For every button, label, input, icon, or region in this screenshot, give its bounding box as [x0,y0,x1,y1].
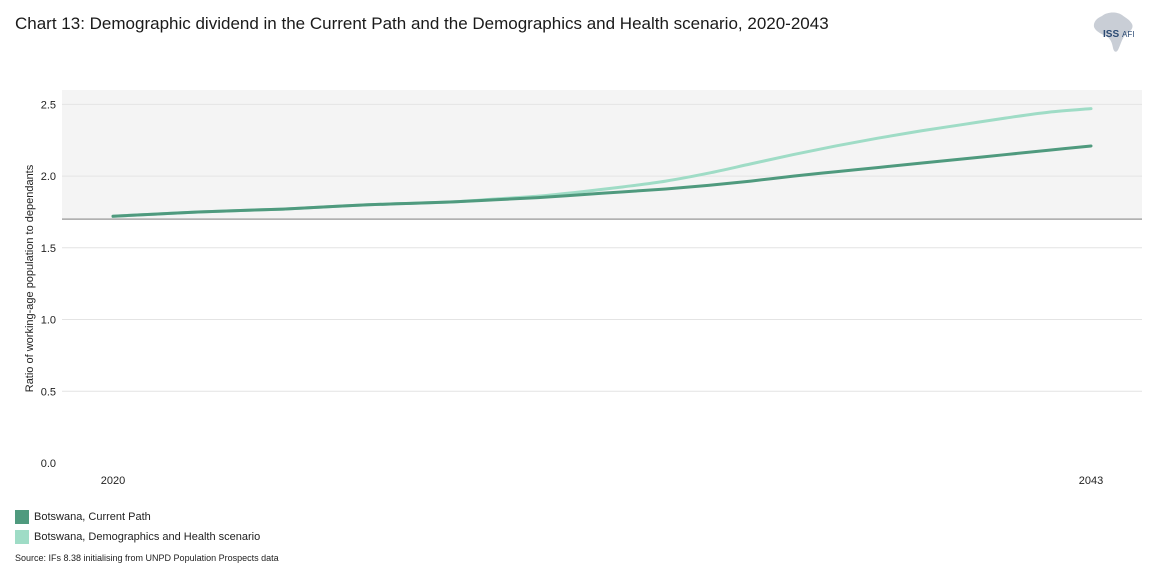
source-note: Source: IFs 8.38 initialising from UNPD … [15,553,279,563]
y-tick-label: 2.5 [41,99,56,111]
series-line-current-path [111,144,1093,218]
logo-text-iss: ISS [1103,29,1120,40]
series-lines [111,107,1093,218]
legend: Botswana, Current Path Botswana, Demogra… [15,507,260,547]
legend-swatch-scenario [15,530,29,544]
y-axis-ticks: 0.0 0.5 1.0 1.5 2.0 2.5 [41,99,56,470]
x-axis-ticks: 2020 2043 [101,475,1103,487]
chart-title: Chart 13: Demographic dividend in the Cu… [15,14,829,33]
legend-item-scenario: Botswana, Demographics and Health scenar… [15,527,260,547]
legend-item-current-path: Botswana, Current Path [15,507,260,527]
x-tick-label: 2020 [101,475,125,487]
legend-swatch-current-path [15,510,29,524]
y-tick-label: 2.0 [41,171,56,183]
line-chart: 0.0 0.5 1.0 1.5 2.0 2.5 2020 2043 Ratio of wor… [24,90,1142,487]
y-axis-title: Ratio of working-age population to depen… [24,164,36,392]
grid-lines [62,103,1142,392]
legend-label-scenario: Botswana, Demographics and Health scenar… [34,531,261,543]
y-tick-label: 1.0 [41,315,56,327]
y-tick-label: 0.0 [41,458,56,470]
y-tick-label: 0.5 [41,386,56,398]
y-tick-label: 1.5 [41,243,56,255]
x-tick-label: 2043 [1079,475,1103,487]
legend-label-current-path: Botswana, Current Path [34,511,151,523]
threshold-band [62,90,1142,220]
africa-map-icon [1093,12,1133,52]
logo-text-afi: AFI [1122,30,1135,39]
